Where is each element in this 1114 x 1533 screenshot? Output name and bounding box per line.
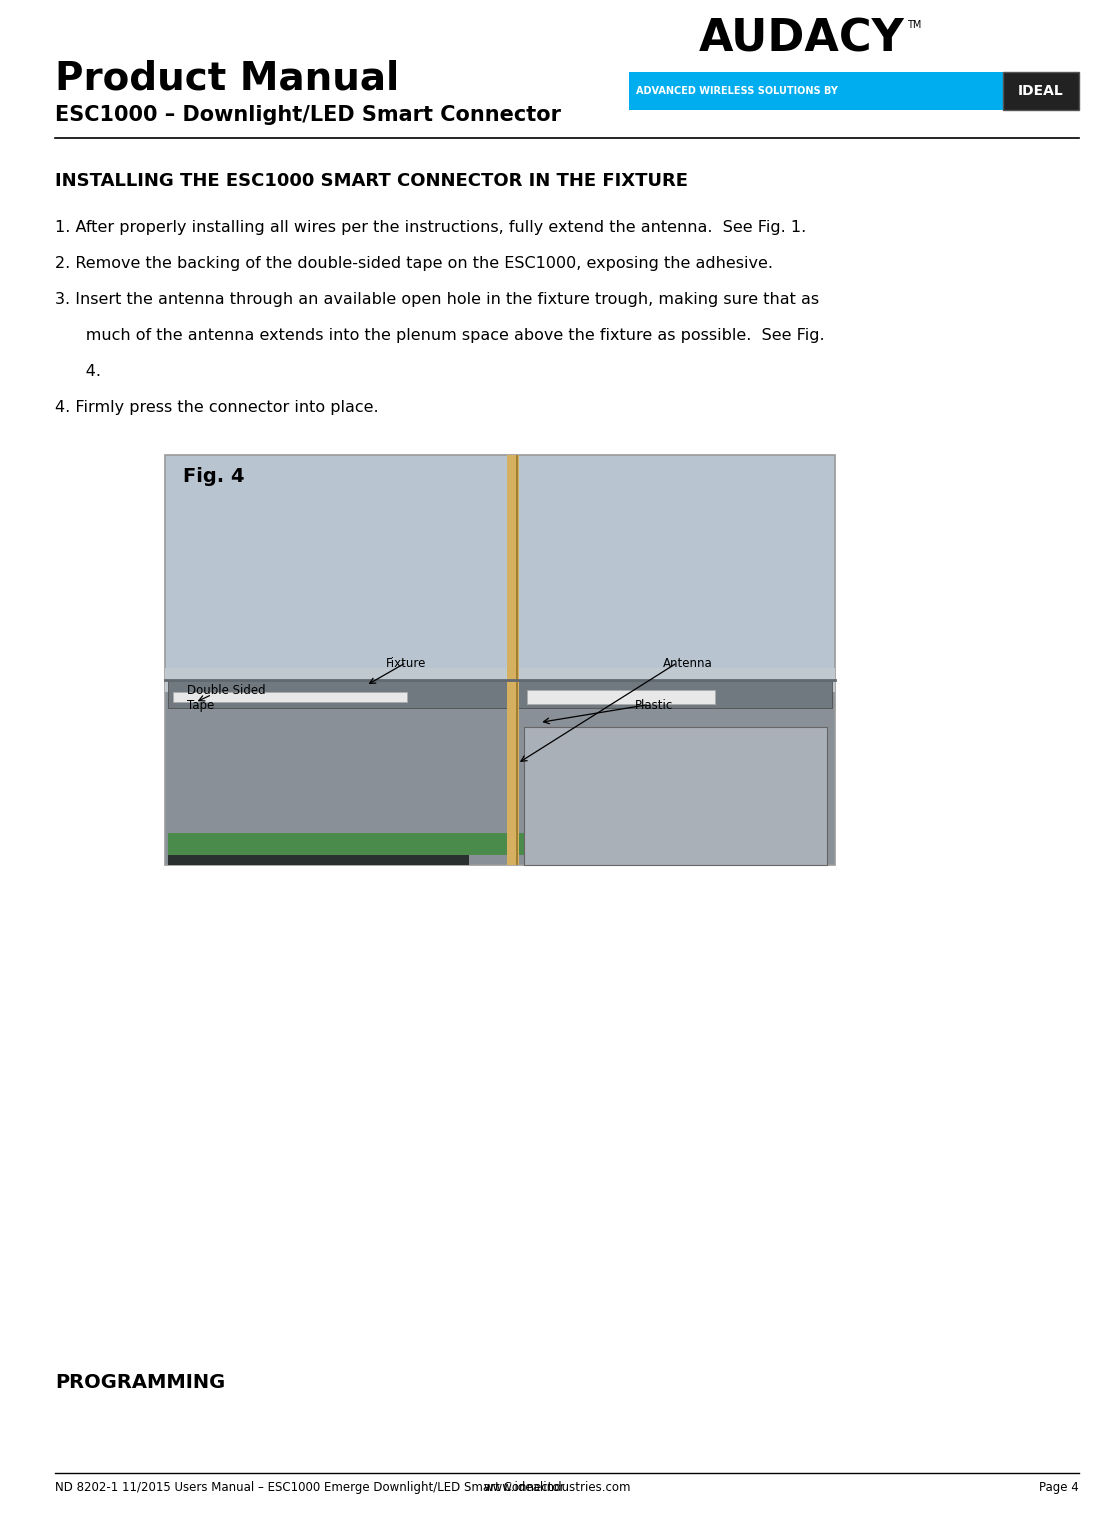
Text: TM: TM (907, 20, 921, 31)
Bar (629, 72, 1003, 110)
Text: ND 8202-1 11/2015 Users Manual – ESC1000 Emerge Downlight/LED Smart Connector: ND 8202-1 11/2015 Users Manual – ESC1000… (55, 1481, 565, 1495)
Text: Double Sided
Tape: Double Sided Tape (187, 685, 265, 713)
Text: Fixture: Fixture (387, 658, 427, 670)
Text: ADVANCED WIRELESS SOLUTIONS BY: ADVANCED WIRELESS SOLUTIONS BY (636, 86, 838, 97)
Text: 4. Firmly press the connector into place.: 4. Firmly press the connector into place… (55, 400, 379, 415)
Text: PROGRAMMING: PROGRAMMING (55, 1374, 225, 1392)
Bar (165, 668, 835, 693)
Bar (168, 832, 758, 855)
Bar (517, 455, 518, 865)
Text: AUDACY: AUDACY (700, 18, 905, 61)
Bar (527, 690, 715, 705)
Bar (165, 455, 835, 681)
Bar (168, 681, 832, 708)
Text: 3. Insert the antenna through an available open hole in the fixture trough, maki: 3. Insert the antenna through an availab… (55, 291, 819, 307)
Text: ESC1000 – Downlight/LED Smart Connector: ESC1000 – Downlight/LED Smart Connector (55, 104, 561, 126)
Bar (165, 681, 835, 865)
Bar (525, 727, 827, 865)
Bar (1003, 72, 1079, 110)
Text: 2. Remove the backing of the double-sided tape on the ESC1000, exposing the adhe: 2. Remove the backing of the double-side… (55, 256, 773, 271)
Text: Product Manual: Product Manual (55, 60, 399, 98)
Text: 4.: 4. (55, 363, 101, 379)
Text: Antenna: Antenna (663, 658, 713, 670)
Bar (168, 855, 469, 865)
Bar (173, 693, 408, 702)
Text: 1. After properly installing all wires per the instructions, fully extend the an: 1. After properly installing all wires p… (55, 221, 807, 235)
Text: Page 4: Page 4 (1039, 1481, 1079, 1495)
Text: Fig. 4: Fig. 4 (183, 468, 244, 486)
Bar (507, 455, 519, 865)
Text: IDEAL: IDEAL (1018, 84, 1064, 98)
Text: Plastic: Plastic (635, 699, 673, 713)
Text: INSTALLING THE ESC1000 SMART CONNECTOR IN THE FIXTURE: INSTALLING THE ESC1000 SMART CONNECTOR I… (55, 172, 688, 190)
Text: www.idealindustries.com: www.idealindustries.com (483, 1481, 631, 1495)
Text: much of the antenna extends into the plenum space above the fixture as possible.: much of the antenna extends into the ple… (55, 328, 824, 343)
